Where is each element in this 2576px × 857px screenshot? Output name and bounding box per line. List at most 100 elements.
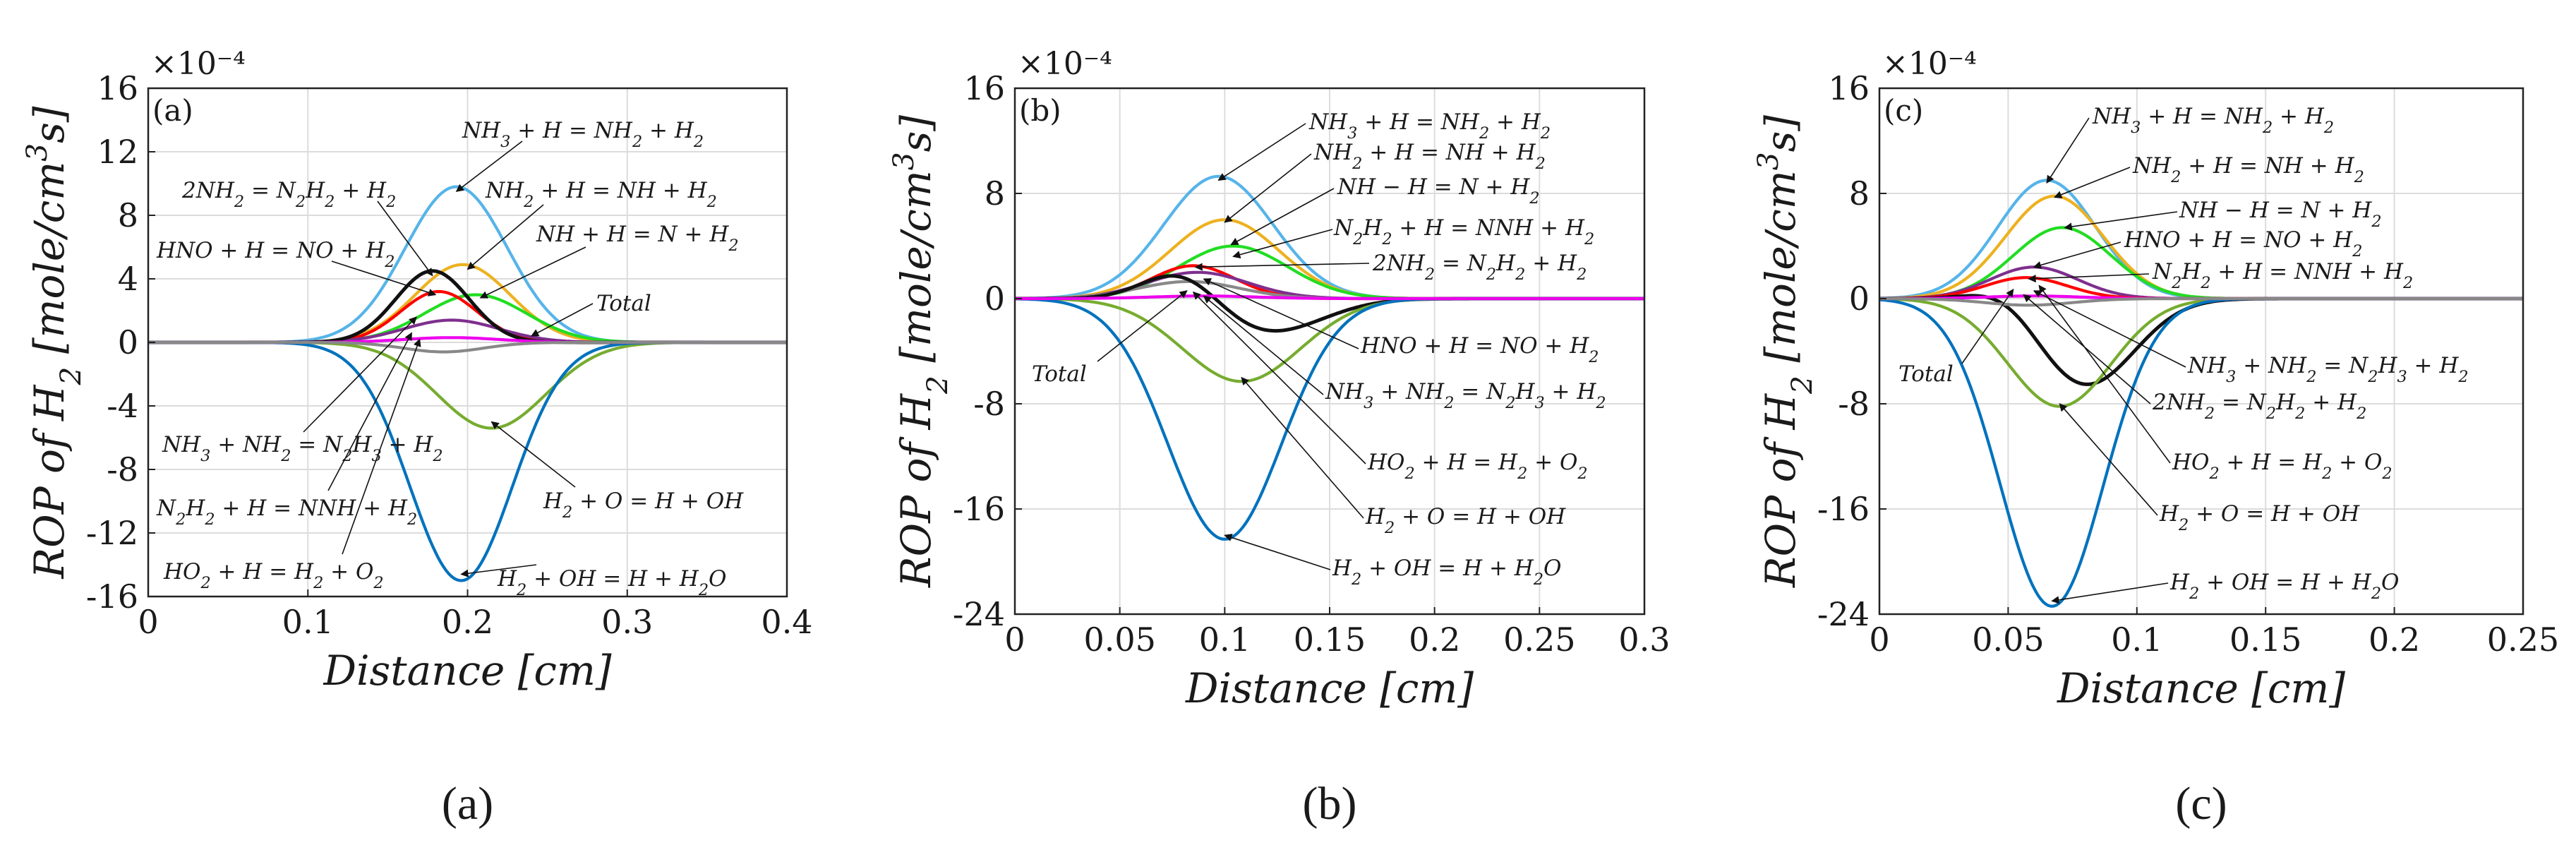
annotation-label: Total bbox=[596, 291, 651, 316]
annotation-label: NH − H = N + H2 bbox=[1337, 174, 1540, 208]
y-multiplier: ×10⁻⁴ bbox=[1018, 46, 1112, 82]
x-tick-label: 0.2 bbox=[2369, 621, 2420, 659]
annotation-label: N2H2 + H = NNH + H2 bbox=[1333, 215, 1594, 248]
annotation-arrow bbox=[2038, 284, 2171, 464]
y-multiplier: ×10⁻⁴ bbox=[1882, 46, 1977, 82]
x-tick-label: 0.2 bbox=[1409, 621, 1460, 659]
y-tick-label: -8 bbox=[107, 450, 138, 489]
y-tick-label: 16 bbox=[97, 69, 138, 107]
y-tick-label: -4 bbox=[107, 387, 138, 425]
panel-tag: (a) bbox=[152, 93, 193, 128]
annotation-arrow bbox=[1097, 290, 1188, 362]
y-tick-label: 12 bbox=[97, 133, 138, 171]
x-tick-label: 0 bbox=[1004, 621, 1025, 659]
annotation-label: H2 + O = H + OH bbox=[2159, 501, 2360, 534]
annotation-label: HO2 + H = H2 + O2 bbox=[2172, 450, 2393, 483]
annotation-arrow bbox=[2064, 211, 2178, 231]
annotation-label: NH2 + H = NH + H2 bbox=[2132, 153, 2364, 186]
x-tick-label: 0.15 bbox=[1294, 621, 1366, 659]
annotation-label: NH2 + H = NH + H2 bbox=[1313, 140, 1546, 173]
x-tick-label: 0.1 bbox=[2111, 621, 2162, 659]
x-tick-label: 0.05 bbox=[1083, 621, 1155, 659]
annotation-arrow bbox=[1224, 153, 1312, 223]
x-axis-label: Distance [cm] bbox=[1185, 664, 1474, 712]
annotation-arrow bbox=[303, 316, 417, 433]
y-tick-label: -16 bbox=[86, 577, 138, 616]
annotation-label: HO2 + H = H2 + O2 bbox=[1367, 450, 1588, 483]
annotation-label: HNO + H = NO + H2 bbox=[156, 238, 395, 271]
x-tick-label: 0 bbox=[138, 603, 158, 641]
panel-tag: (c) bbox=[1884, 93, 1923, 128]
x-tick-label: 0.05 bbox=[1972, 621, 2044, 659]
y-multiplier: ×10⁻⁴ bbox=[151, 46, 246, 82]
annotation-label: NH3 + NH2 = N2H3 + H2 bbox=[1325, 379, 1606, 412]
annotation-label: H2 + OH = H + H2O bbox=[1332, 556, 1561, 589]
annotation-label: 2NH2 = N2H2 + H2 bbox=[1372, 251, 1587, 284]
annotation-arrow bbox=[490, 421, 576, 488]
y-axis-label: ROP of H2 [mole/cm3s] bbox=[1751, 115, 1819, 588]
x-axis-label: Distance [cm] bbox=[323, 647, 611, 695]
x-tick-label: 0.3 bbox=[601, 603, 653, 641]
y-tick-label: -24 bbox=[1817, 595, 1870, 633]
annotation-arrow bbox=[2033, 290, 2186, 368]
y-tick-label: -8 bbox=[1838, 385, 1870, 423]
annotation-arrow bbox=[455, 140, 523, 192]
x-tick-label: 0 bbox=[1869, 621, 1889, 659]
y-tick-label: 0 bbox=[985, 280, 1005, 318]
y-tick-label: 0 bbox=[118, 323, 138, 361]
y-tick-label: -24 bbox=[953, 595, 1005, 633]
y-tick-label: 8 bbox=[118, 196, 138, 234]
annotation-label: HNO + H = NO + H2 bbox=[2124, 227, 2362, 260]
y-axis-label: ROP of H2 [mole/cm3s] bbox=[886, 115, 954, 588]
y-tick-label: 8 bbox=[1849, 174, 1870, 212]
annotation-label: NH3 + NH2 = N2H3 + H2 bbox=[2187, 353, 2469, 386]
plot-frame bbox=[1878, 87, 2524, 616]
annotation-label: NH3 + H = NH2 + H2 bbox=[1308, 109, 1551, 143]
annotation-label: NH3 + NH2 = N2H3 + H2 bbox=[162, 432, 443, 465]
annotation-label: 2NH2 = N2H2 + H2 bbox=[2152, 390, 2366, 423]
annotation-arrow bbox=[2059, 403, 2158, 516]
annotation-label: H2 + OH = H + H2O bbox=[2169, 570, 2399, 603]
annotation-arrow bbox=[2033, 241, 2121, 269]
x-axis-label: Distance [cm] bbox=[2057, 664, 2345, 712]
panel-caption: (b) bbox=[1303, 778, 1357, 829]
x-tick-label: 0.25 bbox=[1503, 621, 1575, 659]
annotation-arrow bbox=[2054, 167, 2131, 199]
annotation-arrow bbox=[1224, 534, 1331, 570]
y-tick-label: -12 bbox=[86, 514, 138, 552]
x-tick-label: 0.4 bbox=[761, 603, 812, 641]
annotation-arrow bbox=[2051, 582, 2169, 604]
annotation-arrow bbox=[377, 200, 433, 277]
x-tick-label: 0.3 bbox=[1618, 621, 1670, 659]
x-tick-label: 0.1 bbox=[1199, 621, 1251, 659]
annotation-arrow bbox=[342, 338, 421, 555]
annotation-arrow bbox=[1232, 229, 1333, 259]
annotation-arrow bbox=[1241, 376, 1364, 519]
annotation-label: Total bbox=[1032, 361, 1087, 387]
chart-panel-b: 0 0.05 0.1 0.15 0.2 0.25 0.3 -24 -16 -8 0 8 16 ×10⁻⁴ (… bbox=[886, 46, 1671, 829]
annotation-label: HNO + H = NO + H2 bbox=[1360, 333, 1599, 366]
annotation-arrow bbox=[1192, 291, 1366, 465]
series-line-9 bbox=[1879, 296, 2523, 307]
annotation-arrow bbox=[331, 260, 437, 296]
annotation-label: 2NH2 = N2H2 + H2 bbox=[181, 178, 396, 211]
annotation-label: NH2 + H = NH + H2 bbox=[485, 178, 717, 211]
y-tick-label: 8 bbox=[985, 174, 1005, 212]
panel-caption: (a) bbox=[442, 778, 493, 829]
y-tick-label: -8 bbox=[973, 385, 1005, 423]
annotation-arrow bbox=[2028, 273, 2150, 283]
y-tick-label: -16 bbox=[1817, 490, 1870, 528]
x-tick-label: 0.25 bbox=[2487, 621, 2559, 659]
y-tick-label: 16 bbox=[963, 69, 1005, 107]
annotation-arrow bbox=[467, 204, 544, 270]
y-tick-label: 4 bbox=[118, 260, 138, 298]
annotation-arrow bbox=[1203, 278, 1359, 349]
annotation-arrow bbox=[327, 332, 413, 491]
annotation-label: NH3 + H = NH2 + H2 bbox=[2092, 104, 2334, 137]
annotation-label: H2 + O = H + OH bbox=[543, 489, 744, 522]
annotation-arrow bbox=[1217, 123, 1306, 181]
series-line-9 bbox=[148, 340, 787, 354]
panel-tag: (b) bbox=[1019, 93, 1061, 128]
panel-caption: (c) bbox=[2175, 778, 2227, 829]
